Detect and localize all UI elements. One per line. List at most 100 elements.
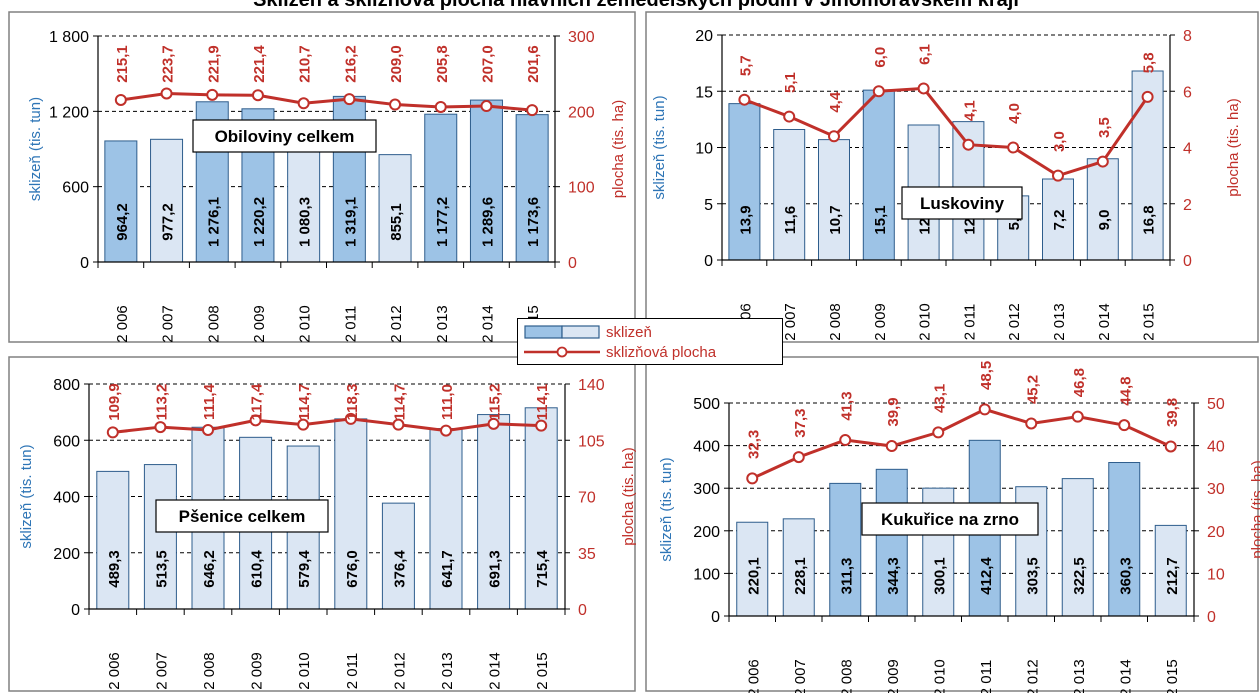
series-line <box>112 417 542 434</box>
x-tick-label: 2 010 <box>917 303 934 341</box>
bar-value-label: 855,1 <box>388 203 405 241</box>
panel-frame-2 <box>645 11 1259 343</box>
line-point <box>978 403 991 416</box>
bar <box>524 407 558 610</box>
bar <box>1108 462 1141 617</box>
line-value-label: 3,5 <box>1096 117 1113 138</box>
panel-frame-3 <box>8 356 636 692</box>
line-value-label: 4,4 <box>827 91 844 113</box>
bar <box>728 103 761 261</box>
y2-tick-label: 100 <box>568 180 595 197</box>
y-tick-label: 1 800 <box>49 29 89 46</box>
line-point <box>792 451 805 464</box>
panel-frame-1 <box>8 11 636 343</box>
line-point <box>1007 141 1020 154</box>
legend-line-label: sklizňová plocha <box>606 343 717 361</box>
line-point <box>343 93 356 106</box>
line-point <box>1141 90 1154 103</box>
bar-value-label: 303,5 <box>1024 557 1041 595</box>
bar <box>334 418 368 610</box>
x-tick-label: 2 007 <box>792 659 809 693</box>
line-value-label: 111,0 <box>439 384 456 420</box>
y-tick-label: 600 <box>53 433 80 450</box>
line-point <box>1096 155 1109 168</box>
x-tick-label: 2 011 <box>344 653 361 689</box>
line-value-label: 6,0 <box>872 47 889 68</box>
y-tick-label: 0 <box>71 602 80 619</box>
line-value-label: 111,4 <box>201 383 218 420</box>
bar-value-label: 300,1 <box>931 557 948 595</box>
y2-tick-label: 2 <box>1183 197 1192 214</box>
x-tick-label: 2 014 <box>479 305 496 343</box>
x-tick-label: 2 011 <box>342 306 359 342</box>
line-point <box>1118 419 1131 432</box>
line-point <box>783 110 796 123</box>
line-value-label: 221,9 <box>205 45 222 83</box>
y2-tick-label: 35 <box>578 546 596 563</box>
line-point <box>154 421 167 434</box>
line-point <box>440 424 452 437</box>
x-tick-label: 2 015 <box>1164 659 1181 693</box>
y-tick-label: 0 <box>80 255 89 272</box>
line-value-label: 210,7 <box>297 45 314 83</box>
bar <box>150 138 184 263</box>
bar-value-label: 9,0 <box>1096 210 1113 231</box>
inset-label-box <box>901 186 1023 220</box>
x-tick-label: 2 013 <box>439 652 456 690</box>
bar-value-label: 11,6 <box>782 206 799 234</box>
y-axis-label: sklizeň (tis. tun) <box>658 457 675 561</box>
y2-tick-label: 0 <box>1207 609 1216 626</box>
x-tick-label: 2 006 <box>106 652 123 690</box>
figure-title: Sklizeň a sklizňová plocha hlavních země… <box>253 0 1019 11</box>
bar-value-label: 220,1 <box>745 557 762 595</box>
y2-axis-label: plocha (tis. ha) <box>610 100 627 198</box>
bar-value-label: 610,4 <box>249 550 266 588</box>
line-value-label: 209,0 <box>388 45 405 83</box>
x-tick-label: 2 014 <box>487 652 504 690</box>
x-tick-label: 2 012 <box>388 305 405 343</box>
y2-tick-label: 300 <box>568 29 595 46</box>
bar <box>875 468 908 617</box>
y-tick-label: 5 <box>704 197 713 214</box>
bar-value-label: 376,4 <box>391 550 408 588</box>
chart-4: 0 100 200 300 400 500 0 10 20 30 40 50 sklizeň (tis.… <box>658 361 1260 693</box>
line-value-label: 114,7 <box>296 384 313 421</box>
y-tick-label: 400 <box>693 439 720 456</box>
line-value-label: 45,2 <box>1024 375 1041 404</box>
y-tick-label: 15 <box>695 84 713 101</box>
line-value-label: 114,7 <box>391 384 408 421</box>
line-value-label: 109,9 <box>106 383 123 421</box>
x-tick-label: 2 009 <box>885 659 902 693</box>
panel-frame-4 <box>645 356 1259 692</box>
line-value-label: 39,8 <box>1164 398 1181 427</box>
y-axis-label: sklizeň (tis. tun) <box>651 95 668 199</box>
chart-1: 0 600 1 200 1 800 0 100 200 300 sklizeň (tis. tu… <box>27 29 627 343</box>
inset-label: Pšenice celkem <box>179 507 306 526</box>
bar-value-label: 15,1 <box>872 205 889 234</box>
line-point <box>206 88 219 101</box>
x-tick-label: 2 007 <box>160 305 177 343</box>
line-point <box>297 97 310 110</box>
bar-value-label: 1 289,6 <box>479 197 496 247</box>
x-tick-label: 2 011 <box>961 304 978 340</box>
line-point <box>535 419 548 432</box>
bar-value-label: 7,2 <box>1051 210 1068 231</box>
bar <box>143 464 177 610</box>
bar-value-label: 322,5 <box>1071 557 1088 595</box>
x-tick-label: 2 008 <box>827 303 844 341</box>
line-point <box>480 100 493 113</box>
line-point <box>344 412 357 425</box>
chart-3: 0 200 400 600 800 0 35 70 105 140 sklizeň (tis. tu… <box>18 377 637 690</box>
x-tick-label: 2 008 <box>201 652 218 690</box>
x-tick-label: 2 015 <box>1141 303 1158 341</box>
y2-tick-label: 200 <box>568 104 595 121</box>
bar-value-label: 579,4 <box>296 550 313 588</box>
bar-value-label: 977,2 <box>160 203 177 241</box>
line-value-label: 43,1 <box>931 384 948 413</box>
inset-label-box <box>192 119 377 153</box>
line-point <box>885 440 898 453</box>
y-tick-label: 800 <box>53 377 80 394</box>
y2-axis-label: plocha (tis. ha) <box>1249 460 1260 558</box>
line-point <box>392 418 405 431</box>
line-value-label: 115,2 <box>487 384 504 421</box>
